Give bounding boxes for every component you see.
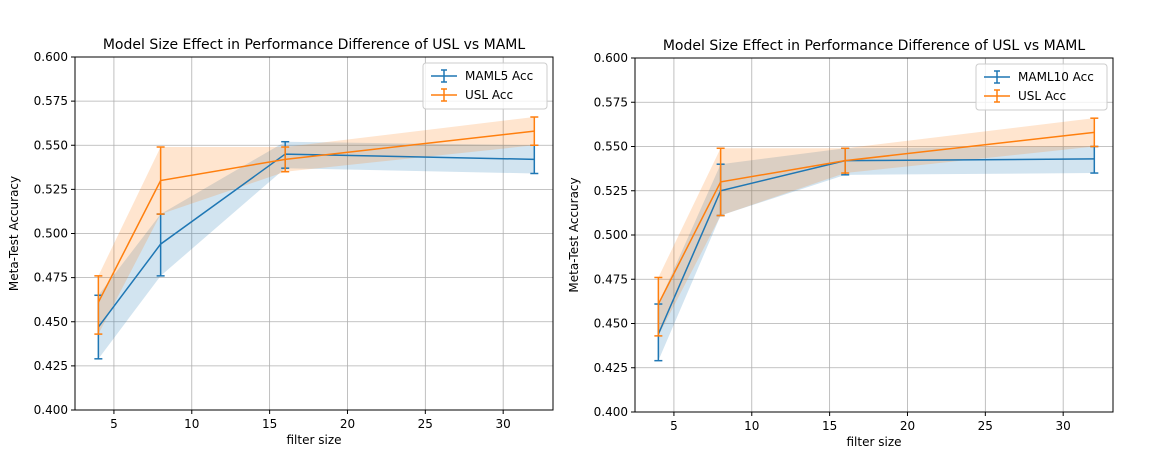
- y-tick-label: 0.450: [34, 315, 68, 329]
- x-tick-label: 5: [670, 419, 678, 433]
- y-tick-label: 0.475: [34, 271, 68, 285]
- y-tick-label: 0.450: [594, 317, 628, 331]
- y-tick-label: 0.425: [594, 361, 628, 375]
- x-axis-label: filter size: [287, 433, 342, 447]
- legend-label: USL Acc: [465, 88, 513, 102]
- chart-title: Model Size Effect in Performance Differe…: [663, 38, 1086, 54]
- chart-2: 5 10 15 20 25 30 0.400 0.425 0.450 0.475 0.500 0.52…: [567, 38, 1114, 449]
- y-tick-label: 0.400: [34, 403, 68, 417]
- y-tick-label: 0.550: [594, 140, 628, 154]
- series-line-2: [97, 130, 535, 303]
- confidence-band-1: [98, 141, 535, 359]
- y-tick-label: 0.475: [594, 272, 628, 286]
- y-tick-label: 0.575: [594, 95, 628, 109]
- y-tick-label: 0.525: [34, 182, 68, 196]
- legend-label: MAML5 Acc: [465, 69, 533, 83]
- series-line-2: [657, 131, 1095, 305]
- legend-label: MAML10 Acc: [1018, 70, 1094, 84]
- legend: MAML10 Acc USL Acc: [975, 63, 1108, 111]
- legend-box: [975, 63, 1108, 111]
- y-axis-label: Meta-Test Accuracy: [7, 176, 21, 291]
- legend-box: [422, 62, 548, 110]
- y-tick-label: 0.400: [594, 405, 628, 419]
- x-tick-label: 5: [110, 417, 118, 431]
- x-tick-label: 10: [184, 417, 199, 431]
- x-tick-label: 30: [496, 417, 511, 431]
- chart-title: Model Size Effect in Performance Differe…: [103, 37, 526, 53]
- axes-frame: [634, 57, 1114, 413]
- y-tick-label: 0.600: [594, 51, 628, 65]
- x-tick-label: 30: [1056, 419, 1071, 433]
- y-tick-label: 0.575: [34, 94, 68, 108]
- series-line-1: [97, 153, 535, 328]
- y-tick-label: 0.500: [34, 227, 68, 241]
- y-axis-label: Meta-Test Accuracy: [567, 177, 581, 292]
- legend: MAML5 Acc USL Acc: [422, 62, 548, 110]
- y-tick-label: 0.425: [34, 359, 68, 373]
- x-tick-label: 15: [262, 417, 277, 431]
- y-tick-label: 0.525: [594, 184, 628, 198]
- series-line-1: [657, 158, 1095, 335]
- legend-label: USL Acc: [1018, 89, 1066, 103]
- axes-frame: [74, 56, 554, 411]
- confidence-band-2: [98, 117, 535, 335]
- x-tick-label: 15: [822, 419, 837, 433]
- x-tick-label: 20: [900, 419, 915, 433]
- x-tick-label: 10: [744, 419, 759, 433]
- y-tick-label: 0.550: [34, 138, 68, 152]
- x-tick-label: 20: [340, 417, 355, 431]
- y-tick-label: 0.500: [594, 228, 628, 242]
- x-tick-label: 25: [418, 417, 433, 431]
- x-axis-label: filter size: [847, 435, 902, 449]
- y-tick-label: 0.600: [34, 50, 68, 64]
- chart-1: 5 10 15 20 25 30 0.400 0.425 0.450 0.475 0.500 0.52…: [7, 37, 554, 447]
- confidence-band-2: [658, 118, 1095, 336]
- confidence-band-1: [658, 146, 1095, 361]
- x-tick-label: 25: [978, 419, 993, 433]
